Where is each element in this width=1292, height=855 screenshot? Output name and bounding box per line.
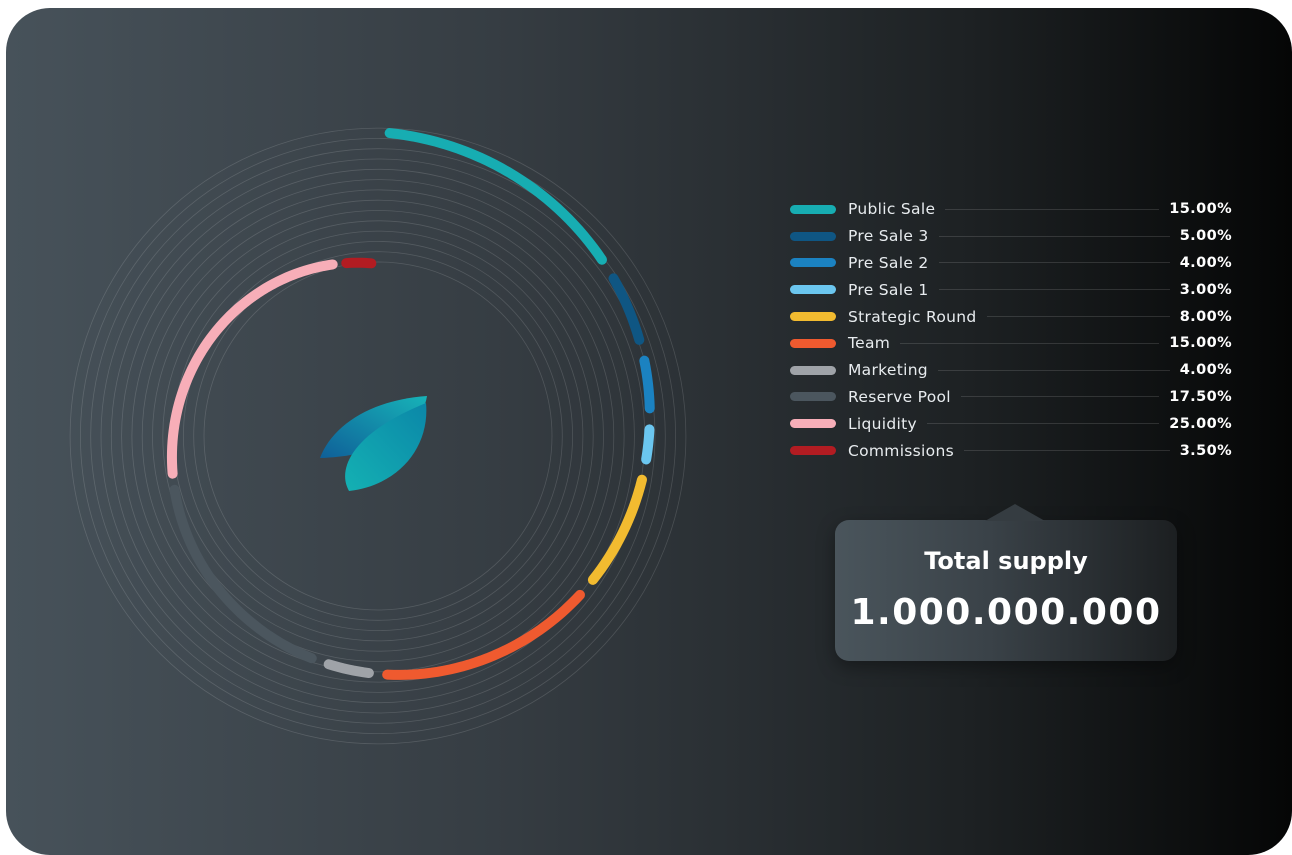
guide-ring (100, 158, 656, 714)
legend-swatch (790, 446, 836, 456)
legend-label: Pre Sale 3 (848, 227, 929, 246)
legend-value: 15.00% (1169, 201, 1232, 218)
legend-value: 4.00% (1179, 254, 1232, 271)
guide-ring (141, 199, 615, 673)
legend-swatch (790, 338, 836, 348)
legend-label: Reserve Pool (848, 387, 951, 406)
legend-swatch (790, 365, 836, 375)
supply-pointer (985, 504, 1045, 521)
guide-ring (182, 240, 574, 632)
legend-value: 4.00% (1179, 362, 1232, 379)
legend-label: Marketing (848, 361, 928, 380)
arc-public-sale (384, 128, 607, 265)
legend-item-marketing: Marketing 4.00% (790, 357, 1232, 384)
total-supply-panel: Total supply 1.000.000.000 (835, 504, 1177, 661)
legend-value: 17.50% (1169, 388, 1232, 405)
legend-item-public-sale: Public Sale 15.00% (790, 196, 1232, 223)
arc-pre-sale-3 (608, 273, 645, 345)
arc-reserve-pool (169, 484, 317, 664)
guide-ring (69, 127, 687, 745)
arc-strategic-round (587, 474, 647, 585)
legend-label: Team (848, 334, 891, 353)
arc-liquidity (166, 259, 338, 479)
legend-value: 3.00% (1179, 281, 1232, 298)
legend-leader-line (938, 235, 1170, 237)
legend-leader-line (938, 262, 1170, 264)
guide-ring (121, 179, 635, 693)
guide-ring (193, 251, 563, 621)
tokenomics-card: Public Sale 15.00% Pre Sale 3 5.00% Pre Sale… (6, 8, 1292, 855)
legend-item-commissions: Commissions 3.50% (790, 437, 1232, 464)
legend-swatch (790, 312, 836, 322)
legend-swatch (790, 392, 836, 402)
legend-leader-line (900, 342, 1160, 344)
legend-leader-line (960, 396, 1160, 398)
legend-swatch (790, 258, 836, 268)
arc-marketing (323, 659, 374, 679)
legend-item-liquidity: Liquidity 25.00% (790, 410, 1232, 437)
chart-legend: Public Sale 15.00% Pre Sale 3 5.00% Pre Sale… (790, 196, 1232, 464)
legend-item-team: Team 15.00% (790, 330, 1232, 357)
legend-label: Strategic Round (848, 307, 977, 326)
allocation-chart (69, 127, 687, 745)
guide-ring (152, 210, 604, 662)
legend-swatch (790, 231, 836, 241)
legend-value: 25.00% (1169, 415, 1232, 432)
legend-label: Commissions (848, 441, 954, 460)
guide-ring (131, 189, 625, 683)
total-supply-value: 1.000.000.000 (850, 592, 1162, 633)
legend-item-strategic-round: Strategic Round 8.00% (790, 303, 1232, 330)
legend-swatch (790, 285, 836, 295)
legend-swatch (790, 204, 836, 214)
arc-pre-sale-2 (639, 355, 655, 414)
arc-team (382, 589, 585, 680)
legend-value: 3.50% (1179, 442, 1232, 459)
legend-label: Liquidity (848, 414, 918, 433)
legend-item-reserve-pool: Reserve Pool 17.50% (790, 384, 1232, 411)
legend-label: Public Sale (848, 200, 936, 219)
legend-item-pre-sale-2: Pre Sale 2 4.00% (790, 250, 1232, 277)
legend-swatch (790, 419, 836, 429)
leaf-logo-icon (320, 396, 427, 491)
guide-ring (90, 148, 666, 724)
legend-value: 15.00% (1169, 335, 1232, 352)
legend-value: 8.00% (1179, 308, 1232, 325)
arc-commissions (341, 257, 377, 269)
allocation-arcs (166, 128, 655, 680)
legend-label: Pre Sale 1 (848, 280, 929, 299)
legend-leader-line (986, 316, 1170, 318)
legend-value: 5.00% (1179, 228, 1232, 245)
legend-label: Pre Sale 2 (848, 253, 929, 272)
legend-item-pre-sale-3: Pre Sale 3 5.00% (790, 223, 1232, 250)
guide-ring (162, 220, 594, 652)
guide-ring (203, 261, 553, 611)
legend-leader-line (963, 450, 1170, 452)
legend-leader-line (945, 208, 1160, 210)
guide-ring (79, 137, 677, 735)
legend-leader-line (937, 369, 1170, 371)
legend-item-pre-sale-1: Pre Sale 1 3.00% (790, 276, 1232, 303)
legend-leader-line (938, 289, 1170, 291)
arc-pre-sale-1 (641, 424, 655, 465)
legend-leader-line (927, 423, 1160, 425)
total-supply-label: Total supply (924, 547, 1088, 575)
